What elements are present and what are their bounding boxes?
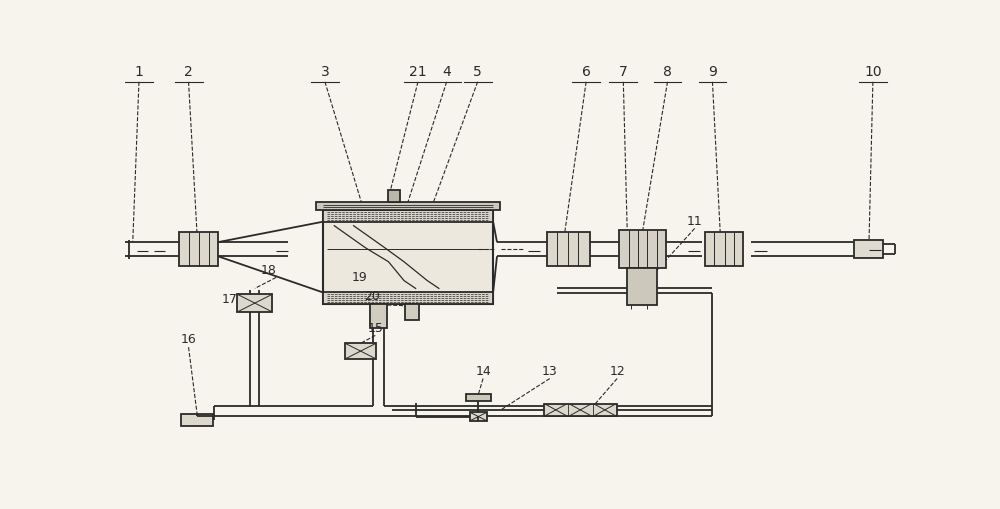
- Bar: [619, 231, 666, 268]
- Text: 9: 9: [708, 65, 717, 79]
- Text: 17: 17: [222, 293, 237, 306]
- Text: 14: 14: [475, 365, 491, 378]
- Bar: [323, 292, 493, 304]
- Bar: [181, 414, 213, 427]
- Text: 15: 15: [367, 322, 383, 334]
- Text: 16: 16: [181, 333, 196, 347]
- Bar: [370, 304, 387, 328]
- Text: 8: 8: [663, 65, 672, 79]
- Text: 2: 2: [184, 65, 193, 79]
- Bar: [627, 268, 657, 305]
- Text: 18: 18: [260, 264, 276, 277]
- Bar: [388, 190, 400, 202]
- Text: 19: 19: [352, 271, 368, 284]
- Text: 21: 21: [409, 65, 427, 79]
- Bar: [544, 404, 617, 416]
- Text: 7: 7: [619, 65, 628, 79]
- Text: 3: 3: [321, 65, 329, 79]
- Bar: [345, 343, 376, 359]
- Text: 12: 12: [609, 365, 625, 378]
- Bar: [323, 210, 493, 222]
- Bar: [547, 232, 590, 266]
- Text: 11: 11: [687, 215, 702, 228]
- Bar: [237, 294, 272, 312]
- Bar: [705, 232, 743, 266]
- Text: 1: 1: [135, 65, 143, 79]
- Text: 13: 13: [542, 365, 558, 378]
- Text: 20: 20: [364, 290, 380, 303]
- Text: 4: 4: [442, 65, 451, 79]
- Bar: [316, 202, 500, 210]
- Text: 10: 10: [864, 65, 882, 79]
- Bar: [470, 412, 487, 421]
- Bar: [405, 304, 419, 320]
- Text: 5: 5: [473, 65, 482, 79]
- Bar: [854, 240, 883, 258]
- Bar: [179, 232, 218, 266]
- Bar: [466, 394, 491, 401]
- Bar: [323, 210, 493, 304]
- Text: 6: 6: [582, 65, 591, 79]
